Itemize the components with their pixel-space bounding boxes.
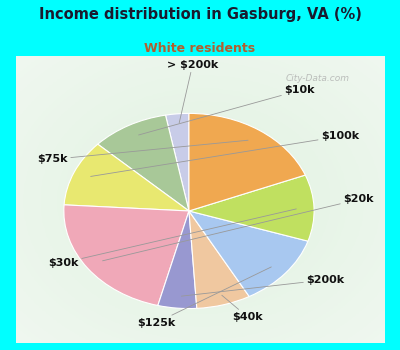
Wedge shape [166, 113, 189, 211]
Wedge shape [158, 211, 197, 309]
Wedge shape [64, 205, 189, 306]
Text: City-Data.com: City-Data.com [286, 75, 350, 83]
Text: > $200k: > $200k [167, 60, 218, 123]
Text: $75k: $75k [38, 140, 248, 164]
Wedge shape [189, 211, 308, 296]
Wedge shape [189, 211, 249, 308]
Wedge shape [189, 175, 314, 241]
Text: $125k: $125k [137, 267, 271, 328]
Text: $20k: $20k [102, 195, 374, 261]
Text: $100k: $100k [91, 131, 359, 176]
Text: $10k: $10k [138, 85, 315, 135]
Text: White residents: White residents [144, 42, 256, 55]
Text: Income distribution in Gasburg, VA (%): Income distribution in Gasburg, VA (%) [38, 7, 362, 22]
Wedge shape [64, 144, 189, 211]
Text: $200k: $200k [181, 275, 344, 296]
Wedge shape [189, 113, 305, 211]
Wedge shape [98, 115, 189, 211]
Text: $40k: $40k [222, 295, 263, 322]
Text: $30k: $30k [49, 209, 296, 268]
